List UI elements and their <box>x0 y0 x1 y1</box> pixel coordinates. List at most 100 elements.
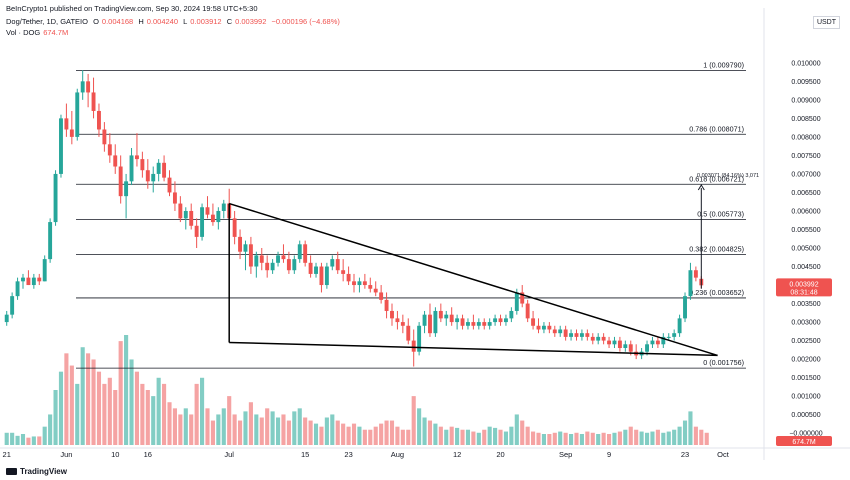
volume-bar <box>124 335 129 445</box>
candle-body <box>270 262 275 271</box>
volume-bar <box>102 383 107 445</box>
volume-bar <box>86 353 91 445</box>
volume-bar <box>259 417 264 445</box>
candle-body <box>645 344 649 352</box>
volume-bar <box>232 414 237 445</box>
volume-bar <box>172 408 177 445</box>
volume-bar <box>113 390 118 445</box>
candle-body <box>569 333 574 337</box>
candle-body <box>221 203 226 211</box>
volume-bar <box>313 423 319 445</box>
fib-level-label: 0.5 (0.005773) <box>697 209 744 218</box>
volume-bar <box>482 429 487 445</box>
candle-body <box>118 166 123 197</box>
candle-body <box>124 181 129 197</box>
candle-body <box>384 299 389 311</box>
volume-bar <box>417 408 422 445</box>
volume-bar <box>189 414 194 445</box>
candle-body <box>151 173 156 182</box>
time-tick-label: 16 <box>144 450 152 459</box>
candle-body <box>48 222 53 260</box>
time-tick-label: 9 <box>607 450 611 459</box>
open-label: O <box>93 17 99 26</box>
candle-body <box>26 277 31 286</box>
volume-value: 674.7M <box>43 28 69 37</box>
volume-bar <box>162 383 167 445</box>
candle-body <box>444 314 449 319</box>
volume-bar <box>270 411 275 445</box>
volume-bar <box>75 383 80 445</box>
measure-arrow-head <box>697 184 705 191</box>
volume-bar <box>471 431 476 445</box>
candle-body <box>178 203 183 219</box>
candle-body <box>590 336 595 341</box>
volume-bar <box>606 434 612 445</box>
candle-body <box>677 318 682 334</box>
volume-bar <box>520 420 525 445</box>
volume-bar <box>531 431 536 445</box>
candle-body <box>466 322 470 326</box>
price-tick-label: 0.008000 <box>791 134 820 141</box>
volume-bar <box>368 429 373 445</box>
volume-bar <box>661 432 666 445</box>
tradingview-logo[interactable]: TradingView <box>6 467 67 476</box>
candle-body <box>248 244 253 267</box>
volume-bar <box>411 396 416 445</box>
candle-body <box>10 296 15 315</box>
volume-bar <box>254 414 259 445</box>
candle-body <box>558 329 563 334</box>
volume-bar <box>704 432 709 445</box>
candle-body <box>357 281 362 286</box>
candle-body <box>693 270 698 278</box>
candle-body <box>552 329 557 334</box>
volume-bar <box>427 420 433 445</box>
volume-bar <box>330 414 335 445</box>
candle-body <box>585 333 590 337</box>
candle-body <box>536 325 541 330</box>
volume-bar <box>634 429 639 445</box>
countdown-label: 08:31:48 <box>790 289 817 296</box>
volume-bar <box>379 423 384 445</box>
volume-bar <box>666 431 671 445</box>
volume-bar <box>650 431 655 445</box>
candle-body <box>406 325 411 341</box>
volume-bar <box>384 420 389 445</box>
candle-body <box>194 225 199 237</box>
volume-bar <box>53 390 58 445</box>
time-tick-label: Sep <box>559 450 572 459</box>
volume-bar <box>449 426 454 445</box>
volume-badge-label: 674.7M <box>792 439 816 446</box>
volume-bar <box>297 408 302 445</box>
candle-body <box>596 336 601 341</box>
candle-body <box>514 292 519 311</box>
candle-body <box>520 292 525 304</box>
close-value: 0.003992 <box>235 17 267 26</box>
currency-button[interactable]: USDT <box>812 16 840 29</box>
volume-bar <box>655 429 660 445</box>
volume-bar <box>569 434 574 445</box>
volume-bar <box>558 431 563 445</box>
symbol-label[interactable]: Dog/Tether, 1D, GATEIO <box>6 17 88 26</box>
candle-body <box>172 192 177 204</box>
volume-bar <box>324 417 329 445</box>
candle-body <box>42 259 47 282</box>
fib-level-label: 0 (0.001756) <box>703 358 744 367</box>
candle-body <box>265 262 270 271</box>
volume-bar <box>536 432 541 445</box>
candle-body <box>216 210 221 223</box>
volume-bar <box>227 396 232 445</box>
volume-bar <box>514 414 519 445</box>
volume-bar <box>699 429 704 445</box>
candle-body <box>86 81 91 93</box>
candle-body <box>395 318 400 323</box>
candle-body <box>362 281 367 286</box>
candle-body <box>547 325 552 330</box>
candle-body <box>471 322 476 326</box>
volume-bar <box>91 359 96 445</box>
candle-body <box>145 170 150 182</box>
volume-bar <box>395 426 400 445</box>
volume-bar <box>80 347 85 445</box>
price-tick-label: 0.009500 <box>791 79 820 86</box>
ohlc-line: Dog/Tether, 1D, GATEIO O 0.004168 H 0.0042… <box>6 17 343 26</box>
